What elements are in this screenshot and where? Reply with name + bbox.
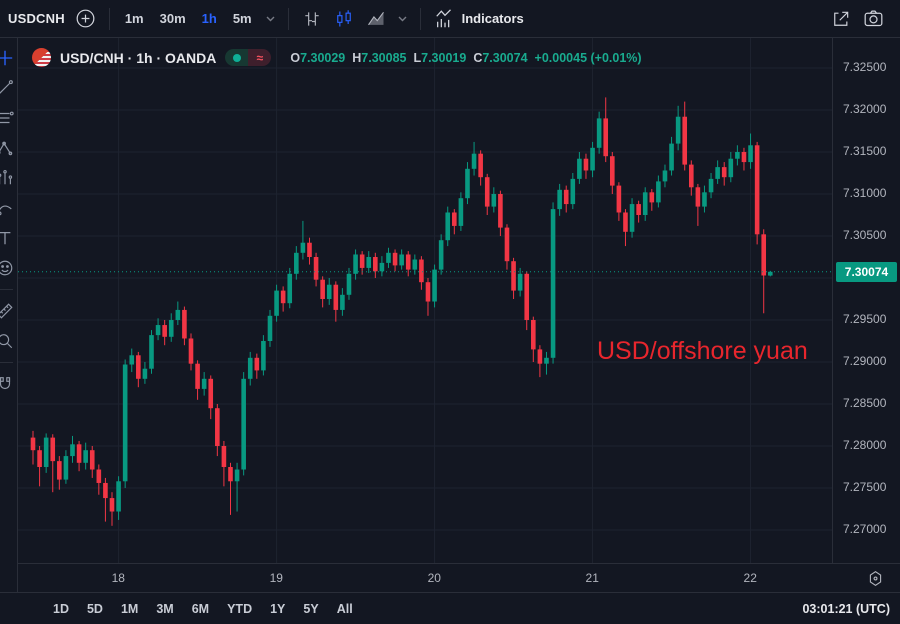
fib-retracement-tool[interactable] bbox=[0, 108, 16, 128]
price-tick: 7.29000 bbox=[843, 354, 887, 368]
market-open-dot-button[interactable] bbox=[225, 49, 249, 66]
trendline-tool[interactable] bbox=[0, 78, 16, 98]
last-price-value: 7.30074 bbox=[844, 264, 889, 279]
external-link-icon bbox=[831, 9, 851, 29]
last-price-label: 7.30074 bbox=[836, 261, 897, 282]
time-tick: 22 bbox=[743, 571, 757, 585]
timeframe-dropdown-caret[interactable] bbox=[260, 12, 281, 26]
range-3m[interactable]: 3M bbox=[147, 598, 182, 620]
toolbar-separator bbox=[287, 7, 289, 30]
price-tick: 7.31500 bbox=[843, 144, 887, 158]
forecast-tool[interactable] bbox=[0, 168, 16, 188]
timeframe-1h[interactable]: 1h bbox=[194, 7, 225, 30]
close-value: 7.30074 bbox=[482, 50, 528, 65]
zoom-in-tool[interactable] bbox=[0, 331, 16, 351]
open-label: O bbox=[290, 50, 301, 65]
text-tool[interactable] bbox=[0, 228, 16, 248]
emoji-tool[interactable] bbox=[0, 258, 16, 278]
camera-icon bbox=[863, 8, 884, 29]
top-toolbar: USDCNH 1m 30m 1h 5m bbox=[0, 0, 900, 38]
low-value: 7.30019 bbox=[421, 50, 467, 65]
timeframe-group: 1m 30m 1h 5m bbox=[117, 7, 260, 30]
axis-settings-icon[interactable] bbox=[867, 570, 884, 587]
footer-toolbar: 1D 5D 1M 3M 6M YTD 1Y 5Y All 03:01:21 (UTC) bbox=[0, 592, 900, 624]
price-axis[interactable]: 7.30074 7.32500 7.32000 7.31500 7.31000 7.30… bbox=[832, 38, 900, 563]
price-tick: 7.30500 bbox=[843, 228, 887, 242]
area-chart-icon bbox=[366, 9, 386, 29]
pattern-tool[interactable] bbox=[0, 138, 16, 158]
price-tick: 7.29500 bbox=[843, 312, 887, 326]
screenshot-button[interactable] bbox=[857, 4, 890, 33]
approx-price-button[interactable]: ≈ bbox=[248, 49, 272, 66]
chart-type-candles-button[interactable] bbox=[328, 5, 360, 33]
toolbar-separator bbox=[419, 7, 421, 30]
chart-area: USD/CNH · 1h · OANDA ≈ O7.30029 H7.30085… bbox=[18, 38, 832, 563]
price-tick: 7.28500 bbox=[843, 396, 887, 410]
toolbar-separator bbox=[108, 7, 110, 30]
time-tick: 20 bbox=[427, 571, 441, 585]
price-tick: 7.27500 bbox=[843, 480, 887, 494]
timeframe-1m[interactable]: 1m bbox=[117, 7, 152, 30]
range-group: 1D 5D 1M 3M 6M YTD 1Y 5Y All bbox=[44, 598, 362, 620]
range-ytd[interactable]: YTD bbox=[218, 598, 261, 620]
symbol-button[interactable]: USDCNH bbox=[4, 7, 69, 30]
time-tick: 18 bbox=[111, 571, 125, 585]
bars-chart-icon bbox=[302, 9, 322, 29]
low-label: L bbox=[413, 50, 422, 65]
range-5y[interactable]: 5Y bbox=[294, 598, 327, 620]
price-tick: 7.27000 bbox=[843, 522, 887, 536]
chevron-down-icon bbox=[398, 16, 407, 22]
chart-type-dropdown-caret[interactable] bbox=[392, 12, 413, 26]
indicators-button[interactable]: Indicators bbox=[428, 4, 530, 34]
legend: USD/CNH · 1h · OANDA ≈ O7.30029 H7.30085… bbox=[32, 48, 642, 67]
sidebar-separator bbox=[0, 289, 13, 290]
close-label: C bbox=[473, 50, 483, 65]
candlestick-chart[interactable] bbox=[18, 38, 832, 563]
price-tick: 7.32000 bbox=[843, 102, 887, 116]
ohlc-readout: O7.30029 H7.30085 L7.30019 C7.30074 +0.0… bbox=[290, 51, 641, 65]
indicators-icon bbox=[434, 8, 456, 30]
range-1m[interactable]: 1M bbox=[112, 598, 147, 620]
time-axis[interactable]: 18 19 20 21 22 bbox=[18, 563, 900, 592]
price-tick: 7.28000 bbox=[843, 438, 887, 452]
timeframe-30m[interactable]: 30m bbox=[152, 7, 194, 30]
share-button[interactable] bbox=[825, 5, 857, 33]
sidebar-separator bbox=[0, 362, 13, 363]
brush-tool[interactable] bbox=[0, 198, 16, 218]
candles-chart-icon bbox=[334, 9, 354, 29]
magnet-tool[interactable] bbox=[0, 374, 16, 394]
plus-circle-icon bbox=[75, 8, 96, 29]
indicators-label: Indicators bbox=[461, 11, 524, 26]
time-tick: 19 bbox=[269, 571, 283, 585]
chevron-down-icon bbox=[266, 16, 275, 22]
chart-type-bars-button[interactable] bbox=[296, 5, 328, 33]
time-tick: 21 bbox=[585, 571, 599, 585]
open-value: 7.30029 bbox=[300, 50, 346, 65]
status-dot-icon bbox=[232, 53, 241, 62]
legend-title[interactable]: USD/CNH · 1h · OANDA bbox=[60, 49, 217, 66]
drawing-toolbar bbox=[0, 38, 18, 592]
high-label: H bbox=[352, 50, 362, 65]
measure-tool[interactable] bbox=[0, 301, 16, 321]
clock[interactable]: 03:01:21 (UTC) bbox=[802, 601, 890, 616]
range-1y[interactable]: 1Y bbox=[261, 598, 294, 620]
market-status-toggle: ≈ bbox=[225, 49, 272, 66]
range-6m[interactable]: 6M bbox=[183, 598, 218, 620]
change-value: +0.00045 (+0.01%) bbox=[534, 50, 642, 65]
crosshair-tool[interactable] bbox=[0, 48, 16, 68]
price-tick: 7.31000 bbox=[843, 186, 887, 200]
timeframe-5m[interactable]: 5m bbox=[225, 7, 260, 30]
compare-add-button[interactable] bbox=[69, 4, 102, 33]
usdcnh-flag-icon bbox=[32, 48, 51, 67]
high-value: 7.30085 bbox=[361, 50, 407, 65]
price-tick: 7.32500 bbox=[843, 60, 887, 74]
range-all[interactable]: All bbox=[328, 598, 362, 620]
range-5d[interactable]: 5D bbox=[78, 598, 112, 620]
range-1d[interactable]: 1D bbox=[44, 598, 78, 620]
chart-annotation[interactable]: USD/offshore yuan bbox=[597, 337, 808, 365]
chart-type-area-button[interactable] bbox=[360, 5, 392, 33]
